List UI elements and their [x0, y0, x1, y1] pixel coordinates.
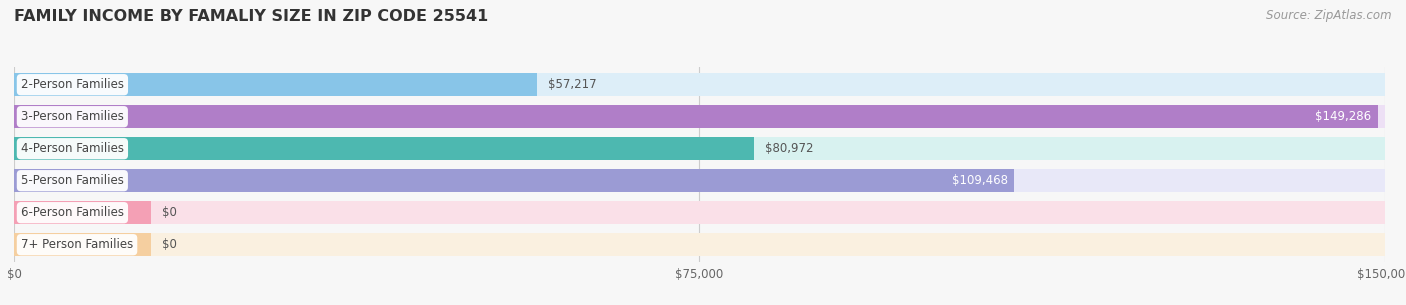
Text: 5-Person Families: 5-Person Families [21, 174, 124, 187]
Bar [14, 137, 754, 160]
Text: 2-Person Families: 2-Person Families [21, 78, 124, 91]
Bar [14, 73, 537, 96]
Text: FAMILY INCOME BY FAMALIY SIZE IN ZIP CODE 25541: FAMILY INCOME BY FAMALIY SIZE IN ZIP COD… [14, 9, 488, 24]
Text: Source: ZipAtlas.com: Source: ZipAtlas.com [1267, 9, 1392, 22]
Bar [14, 169, 1385, 192]
Text: $149,286: $149,286 [1316, 110, 1371, 123]
Bar [14, 105, 1378, 128]
Text: $80,972: $80,972 [765, 142, 814, 155]
Bar [14, 233, 1385, 256]
Bar [14, 169, 1015, 192]
Text: $0: $0 [162, 206, 177, 219]
Bar [14, 105, 1385, 128]
Text: 7+ Person Families: 7+ Person Families [21, 238, 134, 251]
Bar [14, 201, 152, 224]
Text: 3-Person Families: 3-Person Families [21, 110, 124, 123]
Bar [14, 201, 1385, 224]
Text: $57,217: $57,217 [548, 78, 596, 91]
Text: 4-Person Families: 4-Person Families [21, 142, 124, 155]
Bar [14, 73, 1385, 96]
Text: $0: $0 [162, 238, 177, 251]
Text: $109,468: $109,468 [952, 174, 1008, 187]
Bar [14, 233, 152, 256]
Bar [14, 137, 1385, 160]
Text: 6-Person Families: 6-Person Families [21, 206, 124, 219]
